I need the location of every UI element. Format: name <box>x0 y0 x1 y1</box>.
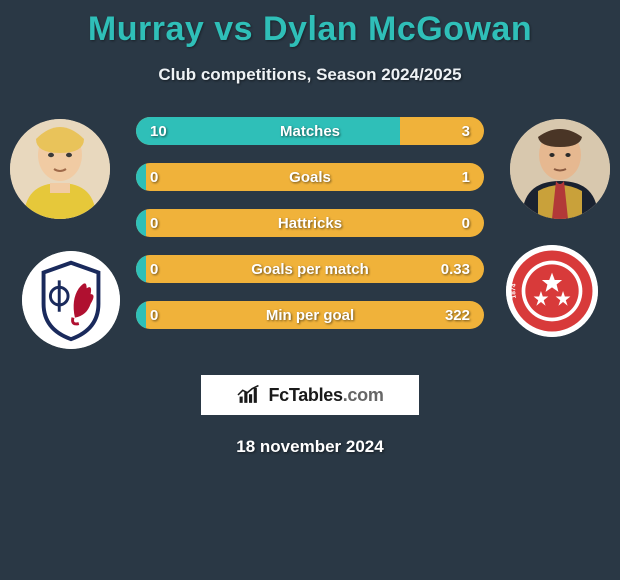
stat-label: Goals <box>136 163 484 191</box>
date-label: 18 november 2024 <box>0 437 620 457</box>
stat-row: 0 Min per goal 322 <box>136 301 484 329</box>
club-left-crest <box>22 251 120 349</box>
stat-row: 0 Goals 1 <box>136 163 484 191</box>
subtitle: Club competitions, Season 2024/2025 <box>0 65 620 85</box>
stat-right-value: 322 <box>445 301 470 329</box>
stat-right-value: 0.33 <box>441 255 470 283</box>
stat-row: 0 Hattricks 0 <box>136 209 484 237</box>
page-title: Murray vs Dylan McGowan <box>0 10 620 49</box>
bar-chart-icon <box>236 384 262 406</box>
stats-board: 1874 10 Matches 3 0 Goals 1 0 Hattricks <box>0 113 620 373</box>
crest-icon: 1874 <box>506 245 598 337</box>
stat-bars: 10 Matches 3 0 Goals 1 0 Hattricks 0 0 G… <box>136 117 484 347</box>
stat-label: Hattricks <box>136 209 484 237</box>
stat-row: 0 Goals per match 0.33 <box>136 255 484 283</box>
stat-row: 10 Matches 3 <box>136 117 484 145</box>
brand-badge: FcTables.com <box>201 375 419 415</box>
player-right-avatar <box>510 119 610 219</box>
brand-domain: .com <box>343 385 384 405</box>
stat-right-value: 0 <box>462 209 470 237</box>
stat-label: Goals per match <box>136 255 484 283</box>
stat-label: Min per goal <box>136 301 484 329</box>
crest-icon <box>22 251 120 349</box>
stat-right-value: 1 <box>462 163 470 191</box>
club-right-crest: 1874 <box>506 245 598 337</box>
brand-name: FcTables <box>268 385 342 405</box>
stat-label: Matches <box>136 117 484 145</box>
avatar-placeholder-icon <box>510 119 610 219</box>
brand-text: FcTables.com <box>268 385 383 406</box>
player-left-avatar <box>10 119 110 219</box>
avatar-placeholder-icon <box>10 119 110 219</box>
comparison-card: Murray vs Dylan McGowan Club competition… <box>0 0 620 457</box>
stat-right-value: 3 <box>462 117 470 145</box>
